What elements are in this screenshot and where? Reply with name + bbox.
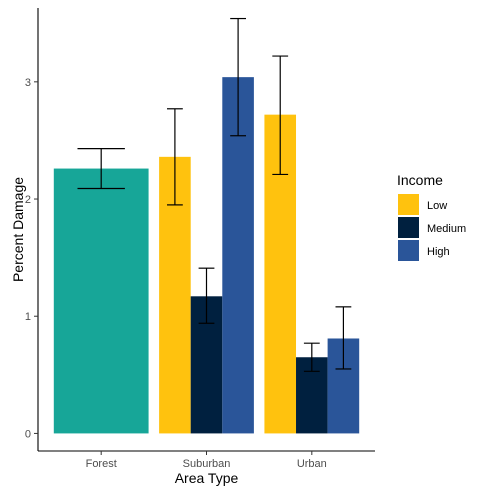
error-bar-suburban-medium: [198, 267, 215, 324]
legend-label-low: Low: [427, 200, 447, 212]
x-ticks: Forest Suburban Urban: [86, 451, 327, 470]
x-tick-label: Forest: [86, 458, 117, 470]
plot-area: [53, 17, 360, 434]
bar-suburban-high: [222, 77, 254, 434]
legend-label-high: High: [427, 246, 450, 258]
y-tick-label: 1: [25, 311, 31, 323]
legend-items: Low Medium High: [398, 194, 466, 261]
axes: 0 1 2 3 Forest Suburban Urban: [25, 8, 375, 470]
legend: Income Low Medium High: [397, 172, 466, 261]
legend-swatch-low: [398, 194, 419, 215]
legend-swatch-medium: [398, 217, 419, 238]
y-tick-label: 2: [25, 194, 31, 206]
x-tick-label: Urban: [297, 458, 327, 470]
x-tick-label: Suburban: [183, 458, 231, 470]
error-bar-suburban-low: [167, 108, 183, 206]
error-bar-urban-high: [335, 306, 352, 370]
y-axis-title: Percent Damage: [10, 177, 26, 282]
bar-forest: [53, 168, 149, 434]
x-axis-title: Area Type: [175, 470, 239, 486]
legend-label-medium: Medium: [427, 223, 466, 235]
legend-title: Income: [397, 172, 443, 188]
error-bar-suburban-high: [230, 17, 246, 137]
error-bar-urban-medium: [303, 342, 320, 372]
error-bar-forest: [77, 148, 125, 190]
y-tick-label: 3: [25, 77, 31, 89]
y-tick-label: 0: [25, 428, 31, 440]
y-ticks: 0 1 2 3: [25, 77, 38, 440]
error-bar-urban-low: [272, 55, 289, 176]
legend-swatch-high: [398, 240, 419, 261]
